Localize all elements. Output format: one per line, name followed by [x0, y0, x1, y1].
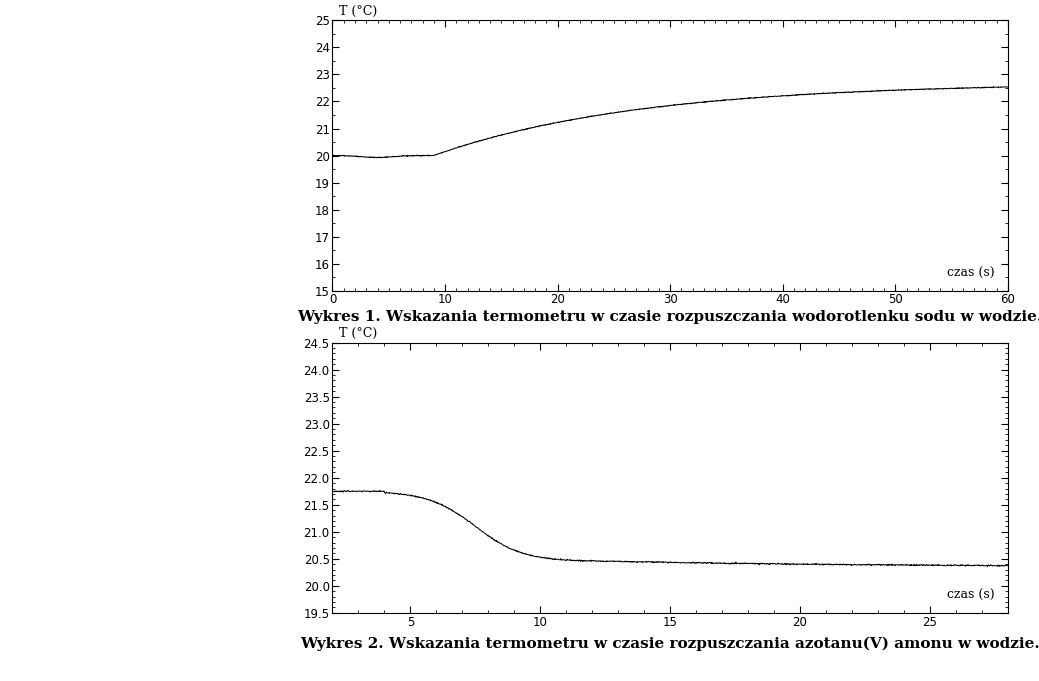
Text: czas (s): czas (s) [947, 267, 994, 280]
Text: Wykres 1. Wskazania termometru w czasie rozpuszczania wodorotlenku sodu w wodzie: Wykres 1. Wskazania termometru w czasie … [297, 310, 1039, 323]
Text: Wykres 2. Wskazania termometru w czasie rozpuszczania azotanu(V) amonu w wodzie.: Wykres 2. Wskazania termometru w czasie … [300, 637, 1039, 651]
Text: T (°C): T (°C) [340, 5, 377, 18]
Text: T (°C): T (°C) [340, 327, 377, 340]
Text: czas (s): czas (s) [947, 589, 994, 602]
